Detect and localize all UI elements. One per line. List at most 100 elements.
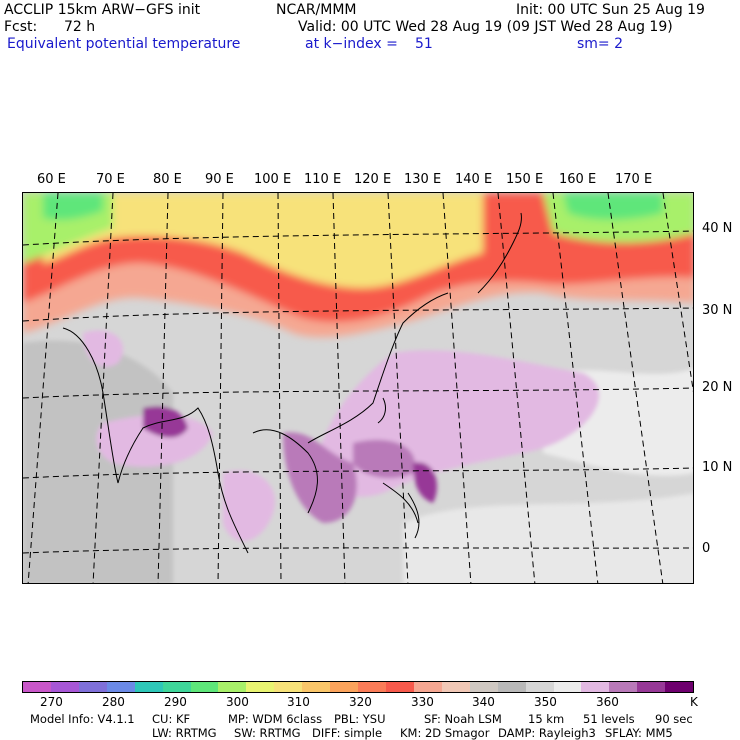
high-theta-e-region bbox=[223, 470, 275, 542]
lon-line bbox=[607, 193, 664, 583]
max-theta-e-region bbox=[353, 439, 415, 479]
surface-layer-scheme: SFLAY: MM5 bbox=[605, 726, 673, 740]
south-asia-coast bbox=[62, 327, 249, 554]
colorbar-tick-label: 280 bbox=[102, 695, 125, 709]
colorbar-swatch bbox=[23, 682, 51, 692]
lon-label: 60 E bbox=[37, 172, 66, 187]
model-info: Model Info: V4.1.1 bbox=[30, 712, 135, 726]
japan-coast bbox=[477, 212, 522, 294]
colorbar-tick-label: 330 bbox=[411, 695, 434, 709]
colorbar-tick-label: 290 bbox=[164, 695, 187, 709]
colorbar-swatch bbox=[413, 682, 442, 692]
colorbar-tick-label: 340 bbox=[472, 695, 495, 709]
colorbar-swatch bbox=[190, 682, 219, 692]
levels: 51 levels bbox=[583, 712, 635, 726]
forecast-label: Fcst: bbox=[4, 19, 38, 35]
indian-ocean-region bbox=[23, 340, 173, 583]
cumulus-scheme: CU: KF bbox=[152, 712, 191, 726]
lon-label: 70 E bbox=[96, 172, 125, 187]
longwave-scheme: LW: RRTMG bbox=[152, 726, 217, 740]
lon-label: 100 E bbox=[254, 172, 292, 187]
cold-region bbox=[563, 193, 663, 220]
lon-label: 150 E bbox=[506, 172, 544, 187]
lat-label: 10 N bbox=[702, 460, 733, 475]
colorbar-swatch bbox=[162, 682, 191, 692]
colorbar-tick-label: 320 bbox=[349, 695, 372, 709]
valid-time: Valid: 00 UTC Wed 28 Aug 19 (09 JST Wed … bbox=[298, 19, 673, 35]
theta-e-field bbox=[23, 193, 693, 583]
colorbar-swatch bbox=[246, 682, 275, 692]
colorbar-swatch bbox=[134, 682, 163, 692]
lon-line bbox=[442, 193, 472, 583]
colorbar-tick-label: 310 bbox=[287, 695, 310, 709]
lat-label: 40 N bbox=[702, 221, 733, 236]
surface-scheme: SF: Noah LSM bbox=[424, 712, 502, 726]
colorbar-swatch bbox=[330, 682, 359, 692]
center-label: NCAR/MMM bbox=[276, 2, 357, 18]
colorbar-swatch bbox=[525, 682, 554, 692]
shortwave-scheme: SW: RRTMG bbox=[234, 726, 301, 740]
cold-region bbox=[43, 193, 103, 221]
china-coast bbox=[307, 292, 449, 444]
lon-line bbox=[217, 193, 224, 583]
lon-line bbox=[27, 193, 59, 583]
field-name: Equivalent potential temperature bbox=[7, 36, 241, 52]
colorbar-tick-label: 300 bbox=[226, 695, 249, 709]
lon-label: 170 E bbox=[615, 172, 653, 187]
lon-line bbox=[552, 193, 599, 583]
colorbar-swatch bbox=[497, 682, 526, 692]
forecast-hour: 72 h bbox=[64, 19, 96, 35]
max-theta-e-region bbox=[413, 462, 437, 503]
max-theta-e-region bbox=[283, 432, 357, 523]
coastlines bbox=[62, 212, 522, 554]
lon-label: 140 E bbox=[455, 172, 493, 187]
colorbar-swatch bbox=[218, 682, 247, 692]
colorbar-swatch bbox=[609, 682, 638, 692]
lon-label: 90 E bbox=[205, 172, 234, 187]
lat-label: 30 N bbox=[702, 303, 733, 318]
microphysics-scheme: MP: WDM 6class bbox=[228, 712, 323, 726]
colorbar-swatch bbox=[469, 682, 498, 692]
damping-scheme: DAMP: Rayleigh3 bbox=[498, 726, 596, 740]
lon-line bbox=[387, 193, 409, 583]
colorbar-swatch bbox=[665, 682, 694, 692]
level-value: 51 bbox=[415, 36, 433, 52]
level-label: at k−index = bbox=[305, 36, 398, 52]
resolution: 15 km bbox=[528, 712, 565, 726]
colorbar-unit: K bbox=[690, 695, 698, 709]
colorbar-swatch bbox=[302, 682, 331, 692]
lon-line bbox=[92, 193, 114, 583]
lon-line bbox=[157, 193, 169, 583]
lon-label: 160 E bbox=[559, 172, 597, 187]
indochina-coast bbox=[252, 429, 318, 514]
colorbar-swatch bbox=[637, 682, 666, 692]
high-theta-e-region bbox=[83, 330, 124, 367]
km-scheme: KM: 2D Smagor bbox=[400, 726, 490, 740]
lon-label: 80 E bbox=[153, 172, 182, 187]
lon-label: 110 E bbox=[304, 172, 342, 187]
lon-line bbox=[277, 193, 282, 583]
colorbar bbox=[22, 681, 694, 693]
colorbar-swatch bbox=[274, 682, 303, 692]
colorbar-swatch bbox=[106, 682, 135, 692]
equatorial-pacific-region bbox=[403, 493, 693, 583]
colorbar-tick-label: 350 bbox=[534, 695, 557, 709]
diffusion-scheme: DIFF: simple bbox=[312, 726, 383, 740]
timestep: 90 sec bbox=[655, 712, 693, 726]
lat-label: 20 N bbox=[702, 380, 733, 395]
colorbar-swatch bbox=[553, 682, 582, 692]
pbl-scheme: PBL: YSU bbox=[334, 712, 386, 726]
lat-label: 0 bbox=[702, 541, 711, 556]
colorbar-tick-label: 360 bbox=[596, 695, 619, 709]
smoothing-label: sm= 2 bbox=[577, 36, 624, 52]
philippines-coast bbox=[382, 482, 420, 539]
map-panel bbox=[22, 192, 694, 584]
lon-label: 130 E bbox=[404, 172, 442, 187]
colorbar-tick-label: 270 bbox=[40, 695, 63, 709]
colorbar-swatch bbox=[50, 682, 79, 692]
taiwan-coast bbox=[377, 397, 386, 424]
lon-label: 120 E bbox=[354, 172, 392, 187]
colorbar-swatch bbox=[78, 682, 107, 692]
init-time: Init: 00 UTC Sun 25 Aug 19 bbox=[516, 2, 705, 18]
colorbar-swatch bbox=[581, 682, 610, 692]
